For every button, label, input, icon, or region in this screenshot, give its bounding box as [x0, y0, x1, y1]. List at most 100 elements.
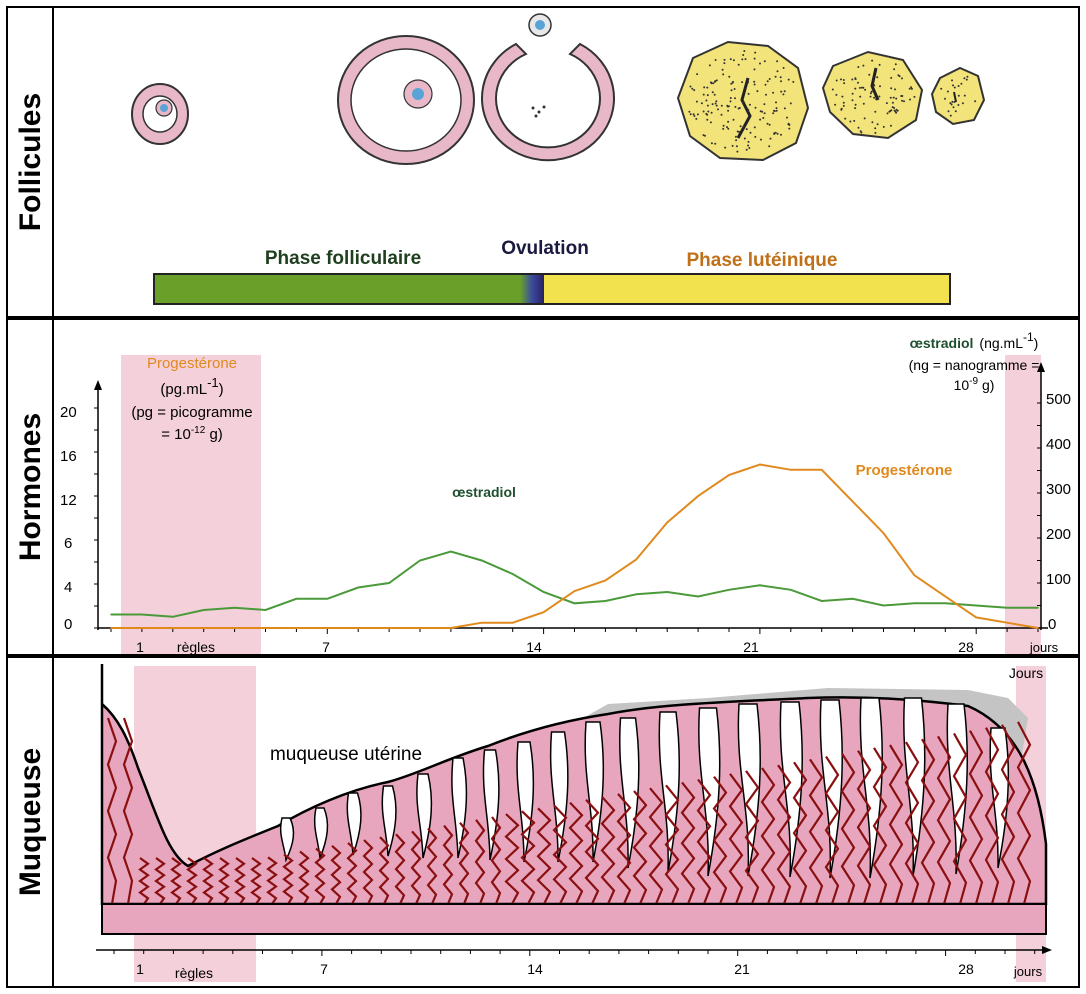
progesterone-point: [511, 621, 514, 624]
spiral-artery: [648, 787, 664, 905]
left-axis-def-2: = 10-12 g): [161, 425, 223, 443]
spiral-artery: [458, 822, 470, 905]
spiral-artery: [314, 847, 326, 905]
spiral-artery: [840, 753, 856, 905]
right-tick: 300: [1046, 481, 1071, 498]
progesterone-point: [759, 463, 761, 466]
gland: [698, 707, 721, 877]
mucosa-label: muqueuse utérine: [270, 744, 422, 765]
x-tick: 14: [527, 961, 543, 977]
estradiol-point: [697, 595, 699, 598]
spiral-artery: [234, 857, 246, 905]
x-tick: 7: [322, 639, 330, 654]
hormones-ticks: [94, 402, 1041, 634]
spiral-artery: [426, 827, 438, 905]
hormones-panel: Hormones 0 4 6 12 16 20 0 100 200 300 40…: [6, 318, 1080, 656]
progesterone-point: [913, 574, 916, 577]
spiral-artery: [792, 761, 808, 905]
estradiol-point: [944, 602, 947, 605]
follicles-illustration: Phase folliculaire Ovulation Phase lutéi…: [131, 13, 986, 305]
spiral-artery: [170, 857, 182, 905]
left-tick: 0: [64, 616, 72, 633]
progesterone-point: [110, 627, 112, 629]
spiral-artery: [968, 730, 984, 905]
estradiol-point: [450, 550, 452, 553]
spiral-artery: [218, 857, 230, 905]
spiral-artery: [394, 833, 406, 905]
spiral-artery: [616, 793, 632, 905]
x-tick: 21: [734, 961, 750, 977]
gland: [451, 757, 468, 859]
gland: [584, 721, 605, 863]
gland: [779, 701, 803, 878]
x-tick: 7: [320, 961, 328, 977]
spiral-artery: [568, 801, 584, 905]
right-axis-def-1: (ng = nanogramme =: [909, 357, 1040, 373]
progesterone-point: [635, 558, 638, 561]
estradiol-point: [481, 559, 483, 562]
right-axis-title-line: œstradiol (ng.mL-1): [910, 330, 1039, 351]
left-axis-unit: (pg.mL-1): [160, 375, 223, 398]
right-axis-def-2: 10-9 g): [954, 376, 995, 393]
right-tick: 100: [1046, 571, 1071, 588]
progesterone-point: [202, 627, 205, 629]
estradiol-point: [542, 591, 545, 593]
estradiol-point: [604, 600, 607, 602]
left-axis-title: Progestérone: [147, 355, 237, 372]
ovulation-label: Ovulation: [501, 238, 589, 259]
estradiol-point: [790, 588, 792, 591]
spiral-artery: [474, 819, 486, 905]
mucosa-ticks: [113, 950, 1036, 956]
estradiol-point: [666, 591, 668, 593]
spiral-artery: [266, 856, 278, 905]
menses-band-start: [121, 355, 261, 654]
gland: [381, 785, 397, 857]
progesterone-point: [728, 474, 730, 476]
spiral-artery: [632, 790, 648, 905]
estradiol-point: [882, 604, 885, 607]
spiral-artery: [536, 807, 552, 905]
spiral-artery: [664, 784, 680, 905]
jours-label: jours: [1013, 964, 1043, 979]
estradiol-point: [202, 609, 205, 611]
mucosa-sidebar: Muqueuse: [8, 658, 54, 986]
progesterone-point: [357, 627, 360, 629]
spiral-artery: [520, 810, 536, 905]
spiral-artery: [362, 839, 374, 905]
spiral-artery: [1016, 721, 1032, 905]
spiral-artery: [952, 732, 968, 905]
hormone-data-points: [110, 463, 1039, 629]
gland: [618, 717, 640, 869]
progesterone-point: [975, 616, 977, 619]
hormones-sidebar: Hormones: [8, 320, 54, 654]
spiral-artery: [122, 717, 134, 905]
spiral-artery: [282, 853, 294, 905]
left-tick: 4: [64, 579, 72, 596]
progesterone-series-label: Progestérone: [856, 462, 953, 479]
gland: [346, 792, 362, 856]
spiral-artery: [346, 842, 358, 905]
spiral-artery: [378, 836, 390, 905]
progesterone-point: [1006, 621, 1008, 624]
x-tick: 1: [136, 639, 144, 654]
spiral-artery: [106, 717, 118, 905]
regles-label: règles: [175, 965, 213, 981]
progesterone-point: [573, 590, 576, 592]
progesterone-point: [419, 627, 421, 629]
spiral-artery: [920, 738, 936, 905]
spiral-artery: [888, 744, 904, 905]
right-tick: 500: [1046, 391, 1071, 408]
x-tick: 14: [526, 639, 542, 654]
mature-follicle: [337, 35, 475, 165]
estradiol-point: [975, 604, 977, 607]
spiral-artery: [504, 813, 520, 905]
progesterone-point: [1037, 627, 1039, 629]
estradiol-point: [388, 582, 390, 584]
gland: [416, 773, 433, 859]
left-tick: 6: [64, 535, 72, 552]
spiral-artery: [202, 857, 214, 905]
gland: [819, 699, 843, 879]
spiral-arteries: [106, 717, 1032, 905]
estradiol-point: [728, 588, 730, 591]
progesterone-point: [697, 495, 699, 497]
